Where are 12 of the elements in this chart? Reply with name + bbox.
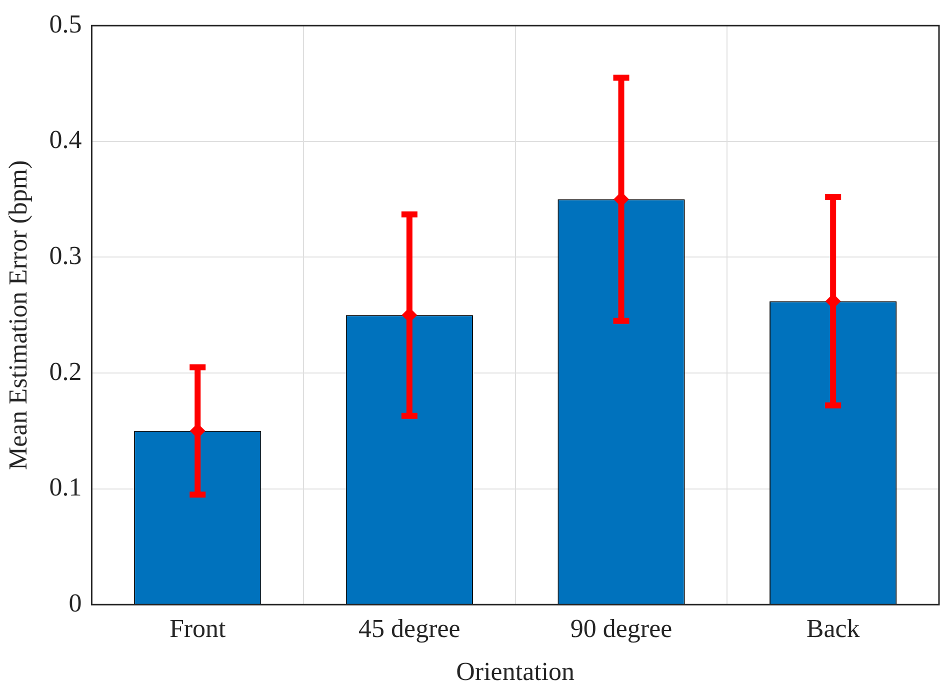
y-axis-title: Mean Estimation Error (bpm) [3, 160, 32, 470]
x-axis-title: Orientation [456, 657, 575, 686]
y-tick-label: 0 [68, 588, 82, 618]
y-tick-label: 0.3 [49, 241, 82, 270]
x-tick-label: 45 degree [358, 614, 460, 644]
y-tick-label: 0.4 [49, 125, 82, 154]
y-tick-label: 0.5 [49, 9, 82, 38]
x-tick-label: Back [806, 614, 860, 644]
y-tick-label: 0.2 [49, 356, 82, 386]
x-tick-label: Front [169, 614, 227, 644]
y-tick-label: 0.1 [49, 472, 82, 502]
x-tick-label: 90 degree [570, 614, 672, 644]
